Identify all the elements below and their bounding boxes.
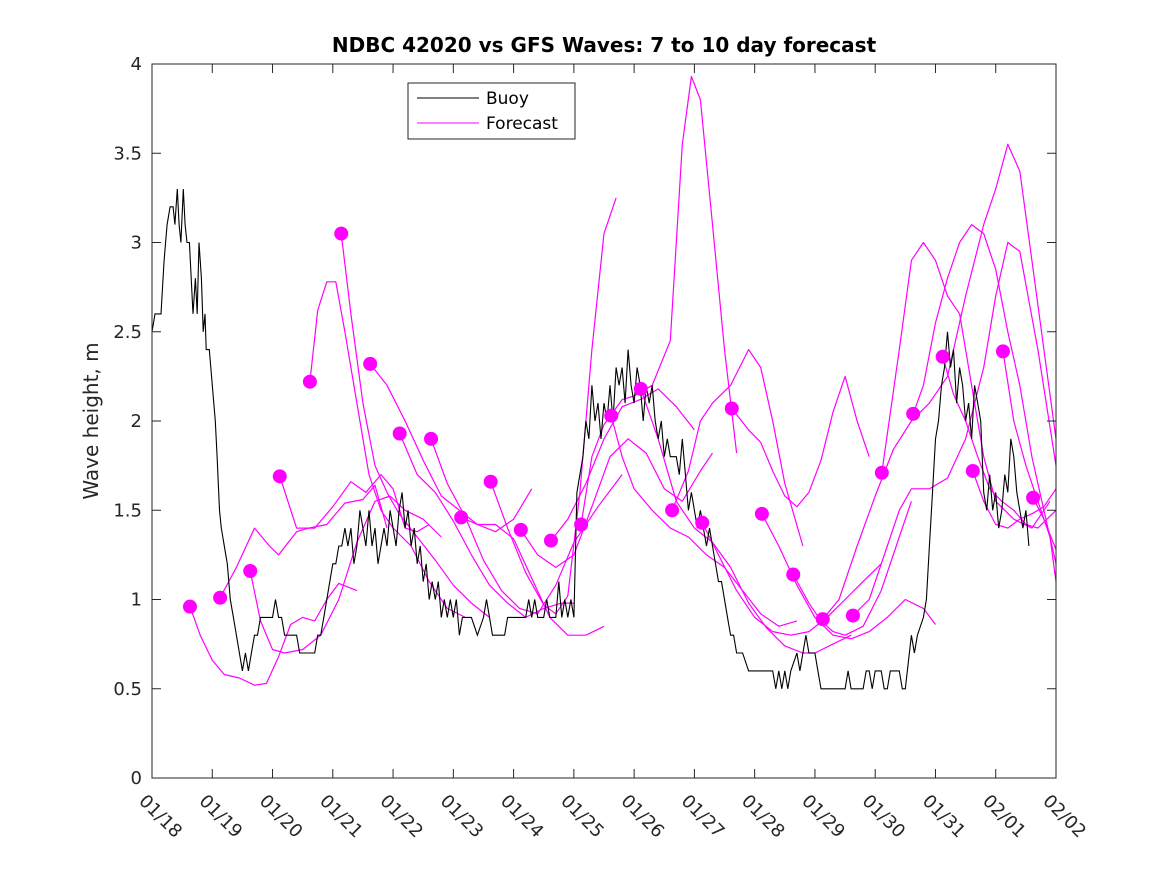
forecast-line [309, 281, 466, 618]
legend-forecast-label: Forecast [486, 114, 558, 134]
forecast-start-marker [695, 515, 710, 530]
x-tick-label: 01/29 [797, 791, 849, 843]
forecast-line [369, 363, 533, 533]
forecast-start-marker [815, 612, 830, 627]
forecast-start-marker [243, 563, 258, 578]
forecast-line [249, 495, 442, 654]
forecast-start-marker [182, 599, 197, 614]
forecast-start-marker [965, 463, 980, 478]
forecast-start-marker [786, 567, 801, 582]
forecast-line [701, 522, 882, 636]
forecast-start-marker [724, 401, 739, 416]
forecast-start-marker [906, 406, 921, 421]
forecast-line [610, 415, 798, 627]
y-tick-label: 0 [131, 768, 142, 789]
y-axis: 0 0.5 1 1.5 2 2.5 3 3.5 4 [113, 54, 1056, 789]
x-tick-label: 01/18 [134, 791, 186, 843]
forecast-line [671, 349, 804, 547]
legend-box [407, 82, 576, 140]
forecast-start-marker [302, 374, 317, 389]
forecast-line [490, 197, 617, 615]
buoy-line [151, 188, 1030, 690]
plot-area [152, 64, 1056, 778]
forecast-start-marker [845, 608, 860, 623]
y-tick-label: 3.5 [113, 143, 142, 164]
x-tick-label: 01/20 [255, 791, 307, 843]
x-tick-label: 01/25 [556, 791, 608, 843]
series-layer [151, 75, 1057, 690]
forecast-line [731, 375, 870, 508]
forecast-line [189, 582, 358, 686]
forecast-start-marker [874, 465, 889, 480]
x-tick-label: 01/26 [617, 791, 669, 843]
forecast-line [219, 484, 388, 598]
legend-buoy-label: Buoy [486, 89, 529, 109]
forecast-start-marker [392, 426, 407, 441]
forecast-line [399, 433, 574, 619]
x-tick-label: 01/31 [918, 791, 970, 843]
x-tick-label: 01/30 [858, 791, 910, 843]
forecast-start-marker [213, 590, 228, 605]
forecast-line [852, 241, 1057, 617]
x-tick-label: 02/01 [978, 791, 1030, 843]
y-tick-label: 4 [131, 54, 142, 75]
forecast-start-marker [604, 408, 619, 423]
forecast-start-marker [543, 533, 558, 548]
legend: Buoy Forecast [407, 82, 576, 140]
forecast-line [520, 438, 713, 569]
x-tick-label: 01/24 [496, 791, 548, 843]
forecast-line [1002, 351, 1057, 582]
forecast-line [881, 241, 1051, 529]
x-tick-label: 01/23 [436, 791, 488, 843]
forecast-start-marker [633, 381, 648, 396]
forecast-start-marker [995, 344, 1010, 359]
forecast-start-marker [1026, 490, 1041, 505]
forecast-line [822, 143, 1057, 620]
forecast-start-marker [483, 474, 498, 489]
forecast-line [912, 224, 1057, 564]
x-tick-label: 01/27 [677, 791, 729, 843]
forecast-start-marker [363, 356, 378, 371]
x-tick-label: 01/22 [376, 791, 428, 843]
forecast-line [1032, 497, 1057, 550]
y-axis-label: Wave height, m [79, 342, 103, 499]
forecast-line [550, 388, 695, 541]
forecast-start-marker [272, 469, 287, 484]
y-tick-label: 1.5 [113, 500, 142, 521]
forecast-start-marker [574, 517, 589, 532]
forecast-start-marker [334, 226, 349, 241]
forecast-line [792, 501, 912, 636]
y-tick-label: 0.5 [113, 679, 142, 700]
y-tick-label: 3 [131, 233, 142, 254]
x-tick-label: 02/02 [1038, 791, 1090, 843]
forecast-line [580, 75, 738, 525]
forecast-start-marker [935, 349, 950, 364]
x-tick-label: 01/19 [195, 791, 247, 843]
chart-title: NDBC 42020 vs GFS Waves: 7 to 10 day for… [332, 33, 877, 57]
forecast-line [460, 516, 605, 636]
forecast-start-marker [754, 506, 769, 521]
y-tick-label: 1 [131, 590, 142, 611]
forecast-line [279, 474, 430, 533]
x-tick-label: 01/28 [737, 791, 789, 843]
y-tick-label: 2.5 [113, 322, 142, 343]
forecast-start-marker [454, 510, 469, 525]
forecast-start-marker [513, 522, 528, 537]
x-tick-label: 01/21 [315, 791, 367, 843]
y-tick-label: 2 [131, 411, 142, 432]
forecast-start-marker [424, 431, 439, 446]
forecast-start-marker [665, 503, 680, 518]
